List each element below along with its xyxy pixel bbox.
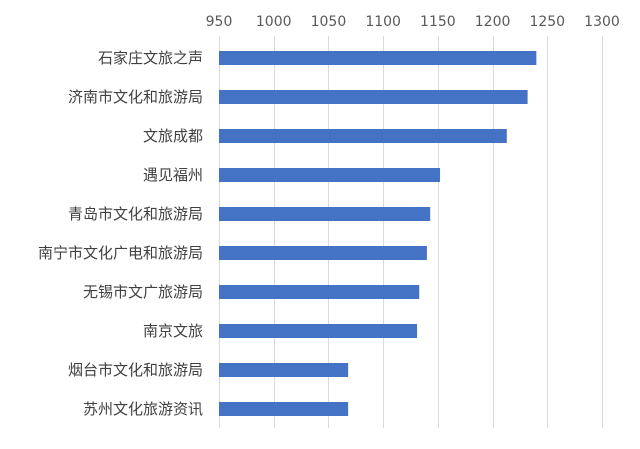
x-axis-tick-labels: 950 1000 1050 1100 1150 1200 1250 1300 [206, 14, 620, 30]
x-tick-label-1300: 1300 [584, 14, 620, 30]
category-label-8: 南京文旅 [143, 322, 203, 340]
bar-9 [219, 363, 349, 377]
x-tick-label-1250: 1250 [529, 14, 565, 30]
category-label-7: 无锡市文广旅游局 [83, 283, 203, 301]
category-label-9: 烟台市文化和旅游局 [68, 361, 203, 379]
bar-2 [219, 90, 528, 104]
category-label-2: 济南市文化和旅游局 [68, 88, 203, 106]
x-tick-label-1050: 1050 [311, 14, 347, 30]
bar-10 [219, 402, 349, 416]
x-tick-label-950: 950 [206, 14, 233, 30]
category-label-10: 苏州文化旅游资讯 [83, 400, 203, 418]
category-label-4: 遇见福州 [143, 166, 203, 184]
category-label-5: 青岛市文化和旅游局 [68, 205, 203, 223]
bar-3 [219, 129, 507, 143]
category-labels: 石家庄文旅之声济南市文化和旅游局文旅成都遇见福州青岛市文化和旅游局南宁市文化广电… [38, 49, 203, 418]
x-tick-label-1150: 1150 [420, 14, 456, 30]
bar-7 [219, 285, 420, 299]
category-label-6: 南宁市文化广电和旅游局 [38, 244, 203, 262]
category-label-1: 石家庄文旅之声 [98, 49, 203, 67]
bar-6 [219, 246, 427, 260]
x-tick-label-1000: 1000 [256, 14, 292, 30]
x-tick-label-1100: 1100 [365, 14, 401, 30]
x-tick-label-1200: 1200 [475, 14, 511, 30]
bar-4 [219, 168, 441, 182]
category-label-3: 文旅成都 [143, 127, 203, 145]
bar-5 [219, 207, 431, 221]
bar-8 [219, 324, 418, 338]
bar-1 [219, 51, 537, 65]
bars [219, 51, 537, 416]
